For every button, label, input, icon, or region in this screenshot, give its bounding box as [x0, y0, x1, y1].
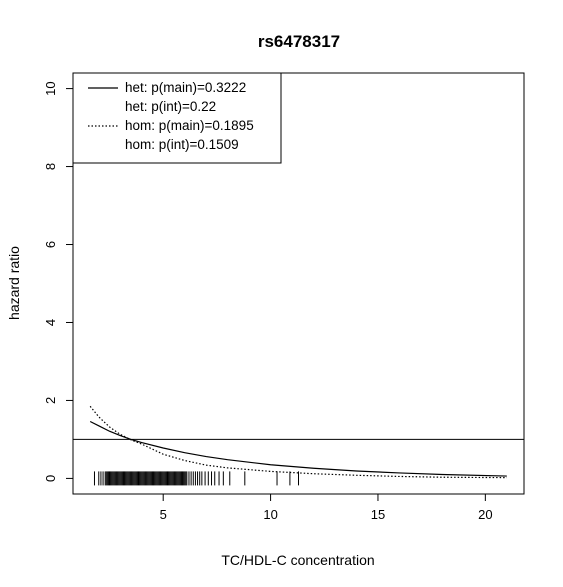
- y-axis: 0 2 4 6 8 10: [43, 81, 74, 482]
- rug-marks: [93, 471, 299, 486]
- legend-entry: hom: p(main)=0.1895: [125, 118, 254, 133]
- legend: het: p(main)=0.3222 het: p(int)=0.22 hom: …: [72, 72, 282, 164]
- x-tick-label: 20: [478, 507, 492, 522]
- y-axis-label: hazard ratio: [6, 246, 22, 320]
- y-tick-label: 6: [43, 241, 58, 248]
- y-tick-label: 8: [43, 163, 58, 170]
- x-axis: 5 10 15 20: [160, 493, 493, 522]
- legend-entry: het: p(int)=0.22: [125, 99, 216, 114]
- x-tick-label: 15: [371, 507, 385, 522]
- chart-title: rs6478317: [258, 32, 340, 51]
- legend-entry: het: p(main)=0.3222: [125, 80, 246, 95]
- x-tick-label: 5: [160, 507, 167, 522]
- y-tick-label: 10: [43, 81, 58, 95]
- x-tick-label: 10: [263, 507, 277, 522]
- x-axis-label: TC/HDL-C concentration: [221, 552, 374, 568]
- y-tick-label: 2: [43, 397, 58, 404]
- series-line-solid: [89, 420, 507, 477]
- y-tick-label: 4: [43, 319, 58, 326]
- legend-entry: hom: p(int)=0.1509: [125, 137, 239, 152]
- series-line-dotted: [89, 405, 507, 479]
- series-lines: [73, 405, 524, 479]
- y-tick-label: 0: [43, 475, 58, 482]
